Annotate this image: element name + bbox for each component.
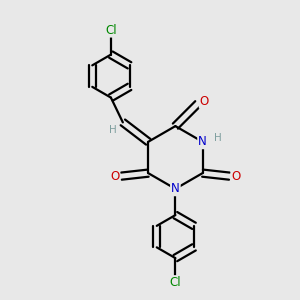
Text: N: N bbox=[198, 135, 207, 148]
Text: Cl: Cl bbox=[105, 24, 117, 37]
Text: O: O bbox=[200, 95, 209, 108]
Text: H: H bbox=[214, 133, 221, 143]
Text: N: N bbox=[171, 182, 180, 195]
Text: O: O bbox=[110, 169, 119, 183]
Text: Cl: Cl bbox=[169, 276, 181, 289]
Text: H: H bbox=[110, 125, 117, 135]
Text: O: O bbox=[231, 169, 241, 183]
